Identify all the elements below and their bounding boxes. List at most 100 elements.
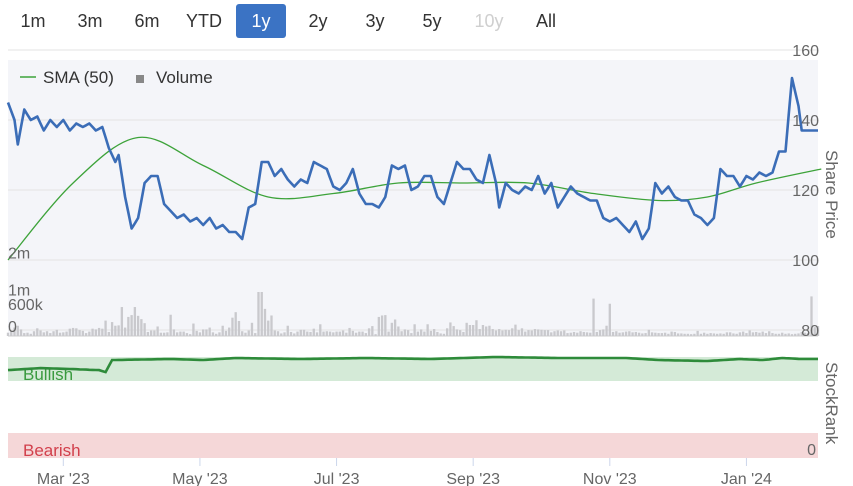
volume-bar (309, 331, 312, 336)
volume-bar (364, 333, 367, 336)
range-button-5y[interactable]: 5y (407, 4, 457, 38)
volume-bar (654, 332, 657, 336)
volume-bar (110, 322, 114, 336)
volume-bar (81, 330, 84, 336)
volume-bar (19, 329, 23, 336)
volume-bar (6, 332, 10, 336)
volume-bar (650, 332, 654, 336)
volume-bar (367, 328, 371, 336)
volume-bar (637, 332, 641, 336)
volume-bar (761, 331, 764, 336)
volume-bar (114, 325, 117, 336)
volume-bar (406, 330, 410, 336)
volume-bar (673, 331, 677, 336)
volume-bar (660, 333, 664, 336)
volume-bar (237, 320, 241, 336)
range-button-1y[interactable]: 1y (236, 4, 286, 38)
legend-sma-label[interactable]: SMA (50) (43, 68, 114, 87)
volume-bar (234, 312, 237, 336)
volume-bar (598, 330, 602, 336)
volume-bar (175, 332, 179, 336)
volume-bar (62, 332, 65, 336)
volume-tick-label: 0 (8, 319, 17, 336)
volume-bar (26, 332, 29, 336)
volume-bar (745, 333, 748, 336)
volume-bar (478, 329, 481, 336)
volume-bar (550, 332, 553, 336)
volume-bar (325, 331, 328, 336)
range-button-all[interactable]: All (521, 4, 571, 38)
volume-bar (49, 333, 52, 336)
legend-volume-symbol (136, 75, 144, 83)
volume-bar (449, 322, 452, 336)
price-tick-label: 140 (792, 113, 819, 130)
volume-bar (729, 332, 732, 336)
volume-bar (182, 331, 185, 336)
volume-bar (221, 325, 224, 336)
range-button-6m[interactable]: 6m (122, 4, 172, 38)
volume-bars (6, 292, 820, 336)
volume-bar (781, 332, 784, 336)
volume-bar (393, 319, 397, 336)
volume-bar (628, 331, 631, 336)
range-selector: 1m 3m 6m YTD 1y 2y 3y 5y 10y All (8, 4, 578, 38)
volume-bar (657, 333, 660, 336)
volume-bar (283, 332, 286, 336)
volume-bar (397, 326, 400, 336)
volume-bar (527, 330, 530, 336)
volume-bar (680, 333, 683, 336)
volume-bar (702, 332, 706, 336)
volume-bar (179, 331, 182, 336)
x-tick-label: May '23 (172, 471, 228, 486)
range-button-3y[interactable]: 3y (350, 4, 400, 38)
volume-bar (101, 328, 104, 336)
volume-bar (813, 327, 816, 336)
range-button-ytd[interactable]: YTD (179, 4, 229, 38)
volume-bar (774, 333, 777, 336)
volume-bar (797, 333, 800, 336)
volume-bar (768, 331, 771, 336)
volume-bar (540, 329, 543, 336)
volume-bar (755, 331, 758, 336)
volume-bar (709, 333, 712, 336)
volume-bar (198, 332, 202, 336)
volume-bar (231, 317, 234, 336)
volume-bar (667, 333, 670, 336)
volume-bar (172, 329, 176, 336)
price-tick-label: 100 (792, 253, 819, 270)
volume-bar (696, 330, 699, 336)
volume-bar (127, 316, 130, 336)
range-button-3m[interactable]: 3m (65, 4, 115, 38)
volume-bar (296, 331, 299, 336)
x-tick-label: Sep '23 (446, 471, 500, 486)
volume-bar (270, 315, 273, 336)
bearish-band (8, 433, 818, 458)
volume-bar (208, 327, 211, 336)
volume-bar (335, 331, 338, 336)
volume-bar (631, 332, 634, 336)
volume-bar (224, 330, 228, 336)
range-button-2y[interactable]: 2y (293, 4, 343, 38)
volume-bar (149, 330, 153, 336)
volume-bar (423, 331, 426, 336)
volume-bar (413, 324, 416, 336)
volume-bar (36, 328, 39, 336)
volume-bar (621, 332, 624, 336)
volume-bar (273, 330, 276, 336)
volume-bar (592, 298, 595, 336)
volume-bar (459, 330, 462, 336)
range-button-1m[interactable]: 1m (8, 4, 58, 38)
volume-bar (192, 323, 195, 336)
volume-bar (45, 331, 49, 336)
volume-bar (32, 331, 36, 336)
volume-bar (790, 334, 794, 336)
volume-bar (345, 332, 348, 336)
volume-bar (517, 330, 520, 336)
volume-bar (452, 326, 455, 336)
volume-bar (501, 330, 504, 336)
price-axis-ticks: 160 140 120 100 80 (792, 43, 819, 340)
volume-bar (758, 332, 761, 336)
volume-bar (764, 333, 768, 336)
legend-volume-label[interactable]: Volume (156, 68, 213, 87)
volume-bar (136, 315, 140, 336)
